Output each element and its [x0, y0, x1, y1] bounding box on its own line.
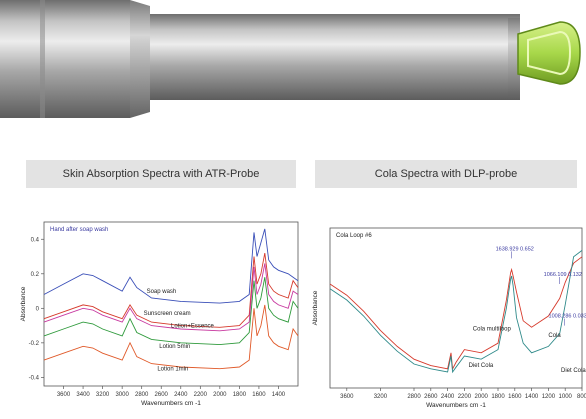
probe-tip-loop: [527, 30, 572, 76]
1-chart-title: Cola Loop #6: [336, 233, 372, 239]
0-plot-frame: [43, 221, 299, 387]
1-y-axis-label: Absorbance: [312, 290, 319, 325]
1-x-tick-label: 2200: [458, 394, 472, 400]
probe-collar: [508, 18, 520, 96]
1-series-diet-cola: [329, 250, 583, 374]
0-y-axis-label: Absorbance: [20, 286, 27, 321]
1-x-tick-label: 2800: [407, 394, 421, 400]
0-series-label: Sunscreen cream: [144, 311, 191, 317]
probe-tip-crystal: [517, 21, 581, 85]
skin-absorption-chart: 3600 3400 3200 3000 2800 2600 2400 2200 2000 1800…: [20, 221, 299, 407]
1-plot-frame: [329, 227, 583, 389]
0-x-tick-label: 1800: [233, 392, 247, 398]
0-x-tick-label: 3000: [115, 392, 129, 398]
1-x-tick-label: 1800: [491, 394, 505, 400]
0-series-label: Lotion 1min: [157, 366, 188, 372]
0-x-tick-label: 2400: [174, 392, 188, 398]
1-series-label: Cola: [548, 333, 561, 339]
cola-spectra-chart: 3600 3200 2800 2600 2400 2200 2000 1800 1600 1400…: [312, 227, 586, 409]
1-series-label: Diet Cola: [469, 363, 494, 369]
probe-taper: [130, 0, 150, 118]
0-x-tick-label: 2600: [155, 392, 169, 398]
1-x-tick-label: 2400: [441, 394, 455, 400]
1-x-axis-label: Wavenumbers cm -1: [426, 402, 486, 409]
probe-shaft: [150, 14, 520, 100]
0-y-tick-label: -0.4: [29, 375, 40, 381]
0-x-tick-label: 1600: [252, 392, 266, 398]
0-x-tick-label: 2200: [194, 392, 208, 398]
1-x-tick-label: 800: [577, 394, 586, 400]
1-x-tick-label: 3600: [340, 394, 354, 400]
0-x-tick-label: 2000: [213, 392, 227, 398]
0-series-sunscreen-cream: [43, 253, 299, 328]
0-x-tick-label: 1400: [272, 392, 286, 398]
0-series-lotion-5min: [43, 277, 299, 346]
1-x-tick-label: 2000: [475, 394, 489, 400]
0-series-label: Lotion 5min: [159, 344, 190, 350]
caption-skin-spectra: Skin Absorption Spectra with ATR-Probe: [26, 160, 296, 188]
0-series-label: Lotion+Essence: [171, 323, 215, 329]
0-series-lotion-essence: [43, 263, 299, 332]
1-x-tick-label: 2600: [424, 394, 438, 400]
1-peak-annotation: 1008.286 0.033: [549, 314, 586, 320]
0-chart-title: Hand after soap wash: [50, 227, 108, 233]
1-peak-annotation: 1066.109 0.132: [544, 272, 582, 278]
1-x-tick-label: 1200: [542, 394, 556, 400]
1-x-tick-label: 1000: [559, 394, 573, 400]
atr-probe-illustration: [0, 0, 581, 118]
1-x-tick-label: 3200: [374, 394, 388, 400]
0-x-axis-label: Wavenumbers cm -1: [141, 400, 201, 407]
0-y-tick-label: 0.4: [31, 237, 40, 243]
0-x-tick-label: 3600: [57, 392, 71, 398]
probe-body: [0, 0, 130, 118]
0-y-tick-label: -0.2: [29, 341, 40, 347]
1-series-cola-multiloop: [329, 256, 583, 371]
0-x-tick-label: 2800: [135, 392, 149, 398]
0-series-soap-wash: [43, 228, 299, 304]
1-peak-annotation: 1638.929 0.652: [496, 246, 534, 252]
0-y-tick-label: 0.2: [31, 272, 40, 278]
0-x-tick-label: 3200: [96, 392, 110, 398]
caption-cola-spectra: Cola Spectra with DLP-probe: [315, 160, 577, 188]
0-y-tick-label: 0: [36, 306, 40, 312]
1-x-tick-label: 1600: [508, 394, 522, 400]
0-x-tick-label: 3400: [76, 392, 90, 398]
0-series-lotion-1min: [43, 304, 299, 370]
0-series-label: Soap wash: [147, 289, 177, 295]
1-series-label: Cola multiloop: [473, 326, 512, 332]
1-x-tick-label: 1400: [525, 394, 539, 400]
probe-ring: [40, 0, 45, 118]
1-series-label: Diet Cola: [561, 368, 586, 374]
